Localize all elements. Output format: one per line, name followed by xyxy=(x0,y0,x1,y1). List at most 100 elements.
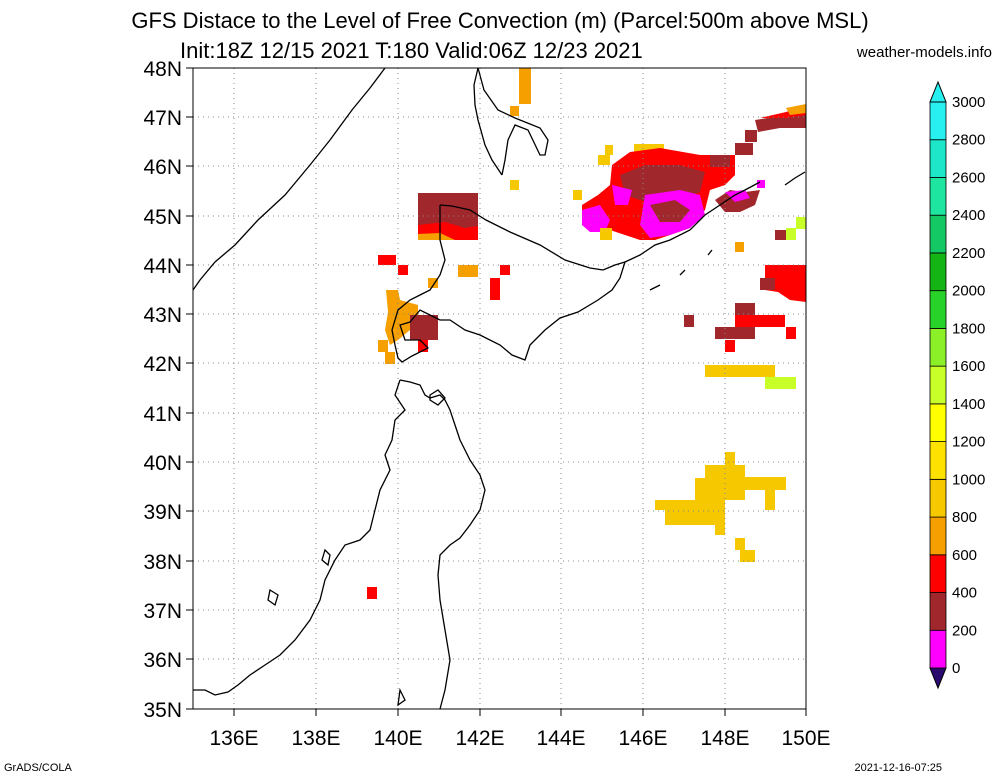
colorbar-label: 200 xyxy=(952,622,977,639)
lat-label: 41N xyxy=(143,403,182,426)
field-patch xyxy=(735,143,753,155)
colorbar-segment xyxy=(929,592,947,631)
field-patch xyxy=(735,242,744,252)
colorbar-min-arrow xyxy=(929,667,947,690)
colorbar-segment xyxy=(929,365,947,405)
field-patch xyxy=(735,303,755,315)
site-credit: weather-models.info xyxy=(856,44,992,61)
colorbar-segment xyxy=(929,403,947,443)
field-patch xyxy=(510,180,519,190)
lat-label: 35N xyxy=(143,699,182,722)
field-patch xyxy=(612,185,632,205)
field-patch xyxy=(735,538,745,550)
lon-label: 142E xyxy=(455,727,504,750)
colorbar-label: 1200 xyxy=(952,434,985,451)
lat-label: 45N xyxy=(143,206,182,229)
lon-label: 140E xyxy=(373,727,422,750)
footer-software: GrADS/COLA xyxy=(4,762,72,774)
field-patch xyxy=(760,105,806,118)
colorbar-label: 2800 xyxy=(952,132,985,149)
field-patch xyxy=(378,255,396,265)
field-patch xyxy=(378,340,388,352)
field-patch xyxy=(725,340,735,352)
field-patch xyxy=(385,352,395,364)
lat-label: 48N xyxy=(143,58,182,81)
colorbar-segment xyxy=(929,177,947,216)
map-subtitle: Init:18Z 12/15 2021 T:180 Valid:06Z 12/2… xyxy=(180,38,643,63)
coastline-sakhalin xyxy=(473,68,549,176)
footer-timestamp: 2021-12-16-07:25 xyxy=(854,762,942,774)
colorbar-label: 2400 xyxy=(952,207,985,224)
lat-label: 43N xyxy=(143,304,182,327)
field-patch xyxy=(598,155,610,165)
colorbar-label: 600 xyxy=(952,547,977,564)
colorbar-segment xyxy=(929,629,947,669)
lat-labels: 48N 47N 46N 45N 44N 43N 42N 41N 40N 39N … xyxy=(143,58,182,722)
lat-label: 36N xyxy=(143,649,182,672)
field-patch xyxy=(573,190,582,200)
lat-label: 40N xyxy=(143,452,182,475)
field-patch xyxy=(715,327,755,339)
field-patch xyxy=(740,550,755,562)
coastline-honshu xyxy=(193,379,486,709)
map-frame xyxy=(192,67,807,710)
colorbar-label: 0 xyxy=(952,660,960,677)
field-patch xyxy=(757,180,765,188)
field-patch xyxy=(458,265,478,277)
colorbar-label: 2600 xyxy=(952,169,985,186)
colorbar-label: 3000 xyxy=(952,94,985,111)
coastline-asia xyxy=(193,68,386,291)
map-title: GFS Distace to the Level of Free Convect… xyxy=(131,8,869,33)
field-patch xyxy=(735,315,785,327)
field-patch xyxy=(398,265,408,275)
colorbar-segment xyxy=(929,214,947,254)
colorbar-segment xyxy=(929,441,947,480)
lat-label: 38N xyxy=(143,551,182,574)
lat-label: 44N xyxy=(143,255,182,278)
field-patch xyxy=(786,327,796,339)
colorbar-label: 2200 xyxy=(952,245,985,262)
field-patch xyxy=(367,587,377,599)
colorbar-segment xyxy=(929,478,947,518)
field-patch xyxy=(500,265,510,275)
lat-label: 39N xyxy=(143,501,182,524)
lon-labels: 136E 138E 140E 142E 144E 146E 148E 150E xyxy=(209,727,830,750)
lat-label: 42N xyxy=(143,353,182,376)
field-patch xyxy=(428,278,438,288)
lon-label: 146E xyxy=(618,727,667,750)
field-patch xyxy=(725,190,750,202)
field-patch xyxy=(796,217,806,229)
field-patch xyxy=(385,290,418,345)
lon-label: 144E xyxy=(536,727,585,750)
colorbar-segment xyxy=(929,139,947,178)
colorbar-segment xyxy=(929,516,947,556)
field-patch xyxy=(418,340,428,352)
field-patch xyxy=(710,155,730,167)
field-patch xyxy=(765,265,806,302)
lon-label: 138E xyxy=(291,727,340,750)
lfc-field xyxy=(367,68,806,599)
field-patch xyxy=(650,200,690,222)
colorbar-label: 1400 xyxy=(952,396,985,413)
colorbar-label: 800 xyxy=(952,509,977,526)
axis-ticks xyxy=(186,67,807,716)
field-patch xyxy=(510,106,519,116)
field-patch xyxy=(519,68,531,104)
lon-label: 150E xyxy=(781,727,830,750)
field-patch xyxy=(684,315,694,327)
colorbar-label: 1800 xyxy=(952,320,985,337)
field-patch xyxy=(418,233,455,240)
colorbar-label: 1600 xyxy=(952,358,985,375)
colorbar-segment xyxy=(929,101,947,141)
field-patch xyxy=(582,205,610,232)
colorbar-max-arrow xyxy=(929,80,947,103)
field-patch xyxy=(490,278,500,300)
lat-label: 47N xyxy=(143,107,182,130)
colorbar: 0 200 400 600 800 1000 1200 1400 1600 1800 2000 220… xyxy=(929,80,985,690)
field-patch xyxy=(775,230,787,240)
colorbar-label: 2000 xyxy=(952,283,985,300)
field-patch xyxy=(705,365,775,377)
field-patch xyxy=(786,228,796,240)
coastline-hokkaido xyxy=(391,204,626,363)
